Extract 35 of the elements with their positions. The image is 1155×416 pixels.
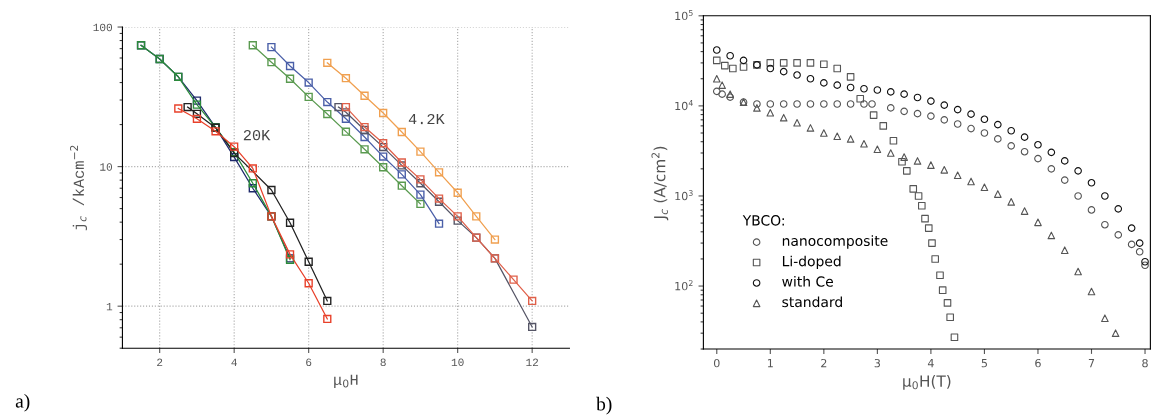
x-tick-label: 6 [1035, 358, 1041, 368]
x-tick-label: 8 [380, 358, 386, 367]
annotation: 4.2K [408, 113, 445, 125]
legend-title: YBCO: [742, 215, 784, 226]
x-tick-label: 12 [526, 358, 539, 366]
y-tick-label: 10$^{5}$ [675, 10, 693, 21]
y-axis-title: J$_{c}$ (A/cm$^{2}$) [651, 146, 669, 221]
y-tick-label: 10$^{4}$ [675, 100, 693, 111]
y-tick-label: 100 [93, 23, 113, 32]
x-tick-label: 4 [231, 358, 237, 366]
x-tick-label: 3 [874, 358, 881, 368]
x-tick-label: 0 [713, 358, 720, 368]
x-tick-label: 10 [451, 358, 464, 367]
y-tick-label: 10 [100, 163, 113, 171]
legend-label: nanocomposite [782, 235, 888, 249]
x-axis-title: μ$_{0}$H [334, 374, 358, 389]
x-tick-label: 2 [157, 358, 163, 366]
x-tick-label: 8 [1142, 358, 1148, 368]
x-tick-label: 7 [1088, 359, 1095, 368]
y-tick-label: 1 [106, 302, 113, 311]
x-tick-label: 6 [306, 358, 312, 367]
y-axis-title: j$_{c}$ /kAcm$^{−2}$ [70, 145, 87, 231]
x-tick-label: 4 [927, 359, 934, 368]
y-tick-label: 10$^{2}$ [675, 280, 693, 291]
x-axis-title: μ$_{0}$H(T) [903, 375, 951, 390]
x-tick-label: 1 [767, 359, 773, 368]
annotation: 20K [243, 129, 271, 141]
x-tick-label: 5 [981, 359, 987, 368]
text: a) [15, 393, 30, 412]
legend-label: with Ce [782, 276, 833, 287]
x-tick-label: 2 [821, 358, 827, 368]
legend-label: Li-doped [782, 255, 841, 270]
text: b) [596, 396, 612, 415]
y-tick-label: 10$^{3}$ [675, 190, 693, 201]
legend-label: standard [782, 296, 842, 308]
